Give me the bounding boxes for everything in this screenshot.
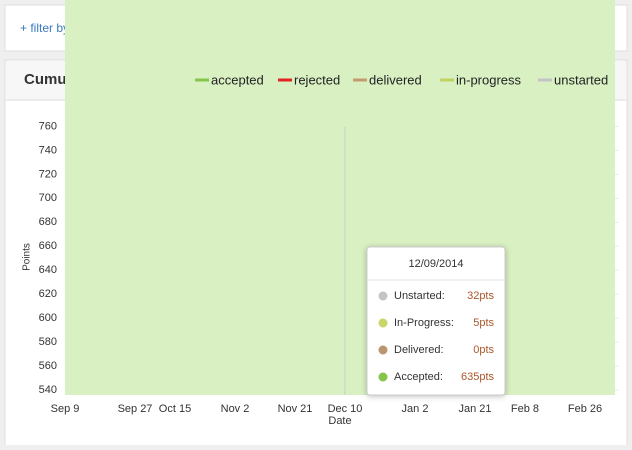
y-tick-label: 720 <box>39 168 57 180</box>
y-tick-label: 640 <box>39 264 57 276</box>
y-tick-label: 740 <box>39 144 57 156</box>
y-tick-label: 540 <box>39 384 57 396</box>
x-tick-label: Sep 9 <box>51 403 80 415</box>
x-tick-label: Nov 21 <box>278 403 313 415</box>
y-tick-label: 680 <box>39 216 57 228</box>
x-axis-label: Date <box>328 415 351 427</box>
y-tick-label: 600 <box>39 312 57 324</box>
y-tick-label: 660 <box>39 240 57 252</box>
tooltip-label: Unstarted: <box>394 290 445 302</box>
x-tick-label: Jan 21 <box>458 403 491 415</box>
legend-label: delivered <box>369 72 422 87</box>
tooltip-box <box>366 246 506 396</box>
x-tick-label: Feb 26 <box>568 403 602 415</box>
tooltip-dot <box>378 318 388 328</box>
tooltip-label: Delivered: <box>394 344 444 356</box>
area-fill <box>65 0 615 395</box>
x-tick-label: Jan 2 <box>402 403 429 415</box>
y-axis-label: Points <box>22 243 33 271</box>
y-tick-label: 620 <box>39 288 57 300</box>
tooltip-dot <box>378 372 388 382</box>
legend-label: unstarted <box>554 72 608 87</box>
legend-label: in-progress <box>456 72 522 87</box>
y-tick-label: 700 <box>39 192 57 204</box>
legend-label: accepted <box>211 72 264 87</box>
y-tick-label: 560 <box>39 360 57 372</box>
x-tick-label: Sep 27 <box>118 403 153 415</box>
tooltip-value: 635pts <box>461 371 495 383</box>
y-tick-label: 580 <box>39 336 57 348</box>
tooltip-dot <box>378 291 388 301</box>
y-tick-label: 760 <box>39 120 57 132</box>
x-tick-label: Feb 8 <box>511 403 539 415</box>
x-tick-label: Nov 2 <box>221 403 250 415</box>
tooltip-value: 5pts <box>473 317 494 329</box>
tooltip-dot <box>378 345 388 355</box>
x-tick-label: Oct 15 <box>159 403 191 415</box>
x-tick-label: Dec 10 <box>328 403 363 415</box>
tooltip-label: Accepted: <box>394 371 443 383</box>
legend-label: rejected <box>294 72 340 87</box>
tooltip-value: 0pts <box>473 344 494 356</box>
tooltip-label: In-Progress: <box>394 317 454 329</box>
tooltip-value: 32pts <box>467 290 494 302</box>
tooltip-title: 12/09/2014 <box>408 258 463 270</box>
